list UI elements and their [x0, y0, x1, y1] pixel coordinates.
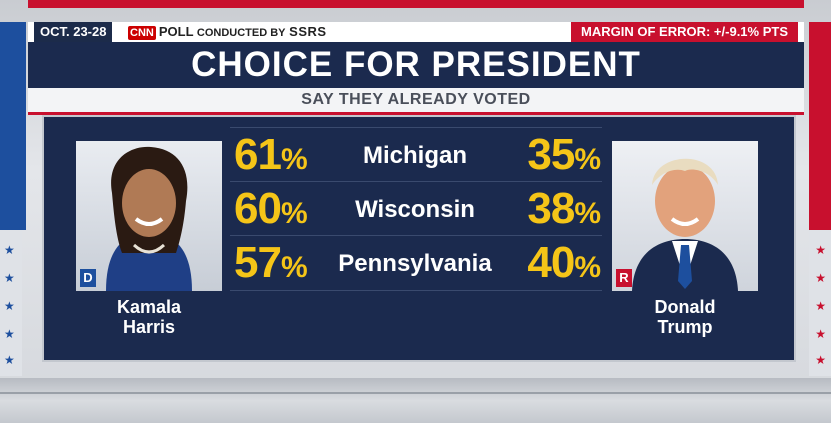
star-icon: ★ — [4, 299, 15, 313]
poll-conducted-by: CONDUCTED BY — [196, 27, 286, 39]
top-red-stripe — [28, 0, 804, 8]
star-icon: ★ — [815, 299, 826, 313]
harris-percent: 57% — [234, 238, 308, 287]
left-blue-panel — [0, 22, 26, 230]
poll-source: CNN POLL CONDUCTED BY SSRS — [128, 22, 327, 42]
state-name: Wisconsin — [355, 196, 475, 223]
star-icon: ★ — [815, 327, 826, 341]
candidate-first-name: Kamala — [116, 297, 182, 317]
graphic-subtitle: SAY THEY ALREADY VOTED — [301, 91, 531, 108]
candidate-last-name: Harris — [122, 317, 176, 337]
title-bar: CHOICE FOR PRESIDENT — [28, 42, 804, 88]
result-row-wisconsin: 60% Wisconsin 38% — [230, 181, 602, 236]
state-name: Michigan — [362, 142, 467, 169]
candidate-name-trump: Donald Trump — [612, 297, 758, 337]
harris-percent: 60% — [234, 184, 308, 233]
cnn-logo: CNN — [128, 26, 156, 40]
harris-percent: 61% — [234, 130, 308, 179]
republican-badge: R — [616, 269, 632, 287]
results-panel: D R Kamala Harris Donald Trump 61% M — [42, 115, 796, 362]
star-icon: ★ — [4, 243, 15, 257]
candidate-name-harris: Kamala Harris — [76, 297, 222, 337]
left-star-column: ★ ★ ★ ★ ★ — [0, 230, 22, 376]
subtitle-bar: SAY THEY ALREADY VOTED — [28, 88, 804, 115]
poll-word: POLL — [158, 24, 194, 39]
state-name: Pennsylvania — [338, 250, 492, 277]
star-icon: ★ — [815, 271, 826, 285]
floor-line — [0, 392, 831, 394]
candidate-last-name: Trump — [657, 317, 713, 337]
trump-percent: 40% — [527, 238, 601, 287]
poll-dates: OCT. 23-28 — [34, 22, 113, 42]
harris-photo: D — [76, 141, 222, 291]
poll-graphic: OCT. 23-28 CNN POLL CONDUCTED BY SSRS MAR… — [28, 8, 804, 366]
candidate-first-name: Donald — [654, 297, 716, 317]
trump-percent: 35% — [527, 130, 601, 179]
harris-portrait-icon — [106, 146, 192, 291]
star-icon: ★ — [815, 353, 826, 367]
democrat-badge: D — [80, 269, 96, 287]
trump-portrait-icon — [632, 158, 738, 291]
star-icon: ★ — [4, 353, 15, 367]
right-red-panel — [809, 22, 831, 230]
trump-percent: 38% — [527, 184, 601, 233]
result-row-michigan: 61% Michigan 35% — [230, 127, 602, 182]
right-star-column: ★ ★ ★ ★ ★ — [809, 230, 831, 376]
floor-strip — [0, 378, 831, 423]
margin-of-error: MARGIN OF ERROR: +/-9.1% PTS — [571, 22, 798, 42]
result-row-pennsylvania: 57% Pennsylvania 40% — [230, 235, 602, 291]
trump-photo: R — [612, 141, 758, 291]
poll-firm: SSRS — [289, 24, 327, 39]
star-icon: ★ — [4, 327, 15, 341]
graphic-title: CHOICE FOR PRESIDENT — [191, 45, 641, 84]
star-icon: ★ — [4, 271, 15, 285]
star-icon: ★ — [815, 243, 826, 257]
